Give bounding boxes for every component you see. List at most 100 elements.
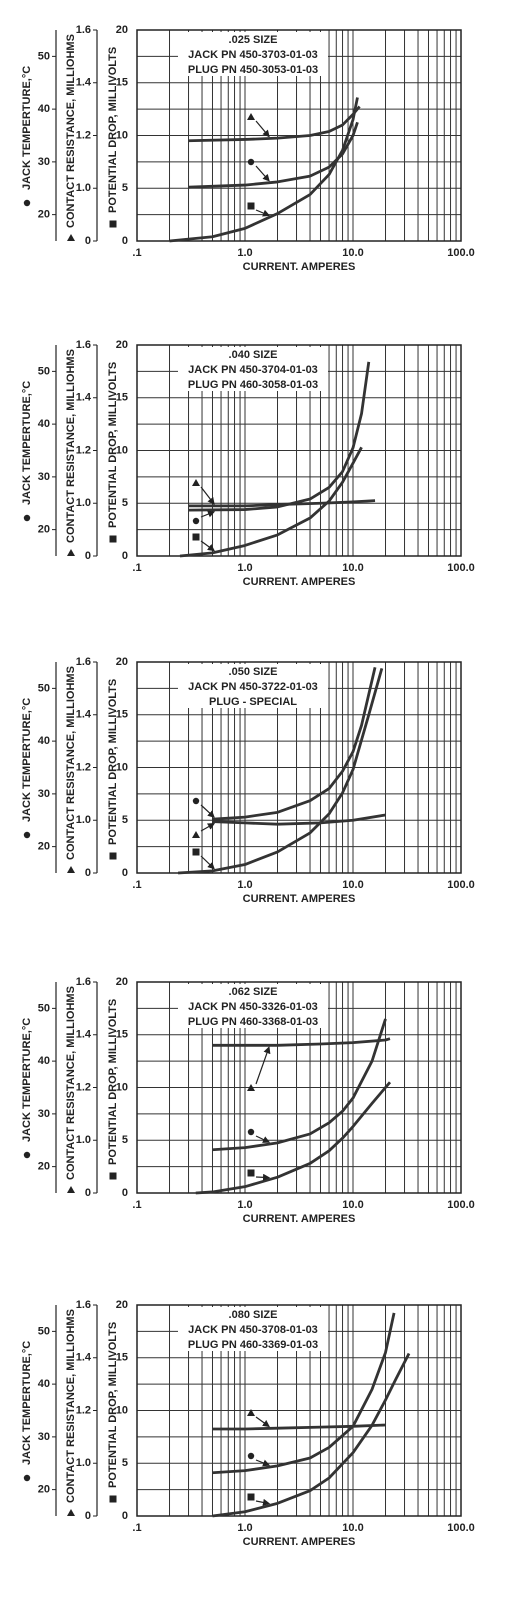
pointer-arrow <box>255 1416 270 1428</box>
axis-title: POTENTIAL DROP, MILLIVOLTS <box>107 47 119 213</box>
y-tick-label: 0 <box>122 550 128 562</box>
pointer-arrow <box>200 510 216 518</box>
pointer-arrow <box>255 209 271 217</box>
y-tick-label: 15 <box>116 1029 128 1041</box>
y3-tick-label: 20 <box>38 841 50 853</box>
axis-marker <box>23 831 31 839</box>
series-line <box>212 1352 411 1518</box>
axis-title: CONTACT RESISTANCE, MILLIOHMS <box>65 666 77 860</box>
y3-tick-label: 50 <box>38 1002 50 1014</box>
y-tick-label: 20 <box>116 656 128 668</box>
axis-marker <box>23 1151 31 1159</box>
chart-panel: .1 1.0 10.0 100.0 0 5 10 15 20 0 1.0 1.2 1.4 1.6 20 30 4… <box>21 339 475 588</box>
y2-tick-label: 1.0 <box>76 497 91 509</box>
axis-marker <box>109 1495 117 1503</box>
y2-tick-label: 1.2 <box>76 129 91 141</box>
annotation-box <box>178 1307 328 1351</box>
x-tick-label: .1 <box>132 1522 141 1534</box>
series-line <box>195 1081 392 1195</box>
y3-tick-label: 30 <box>38 156 50 168</box>
axis-title: POTENTIAL DROP, MILLIVOLTS <box>107 1322 119 1488</box>
axis-title: JACK TEMPERTURE,°C <box>21 66 33 190</box>
axis-marker <box>109 1172 117 1180</box>
y3-tick-label: 30 <box>38 1431 50 1443</box>
x-tick-label: 100.0 <box>447 879 475 891</box>
chart-panel: .1 1.0 10.0 100.0 0 5 10 15 20 0 1.0 1.2 1.4 1.6 20 30 4… <box>21 24 475 273</box>
pointer-arrow <box>200 804 215 818</box>
series-marker <box>247 158 255 166</box>
y-tick-label: 10 <box>116 1404 128 1416</box>
y2-tick-label: 1.0 <box>76 814 91 826</box>
series-marker <box>192 797 200 805</box>
axis-title: POTENTIAL DROP, MILLIVOLTS <box>107 679 119 845</box>
x-axis-title: CURRENT. AMPERES <box>243 261 356 273</box>
plot-frame <box>136 344 462 557</box>
series-line <box>212 1312 396 1475</box>
y-tick-label: 15 <box>116 392 128 404</box>
pointer-arrow <box>255 120 270 138</box>
axis-title: CONTACT RESISTANCE, MILLIOHMS <box>65 34 77 228</box>
series-line <box>212 666 377 821</box>
y-tick-label: 0 <box>122 235 128 247</box>
series-line <box>169 97 359 243</box>
x-tick-label: 10.0 <box>342 1199 363 1211</box>
annotation-text: PLUG PN 450-3053-01-03 <box>188 64 318 76</box>
pointer-arrow <box>200 823 216 832</box>
y-tick-label: 10 <box>116 761 128 773</box>
y2-tick-label: 1.2 <box>76 761 91 773</box>
x-tick-label: 1.0 <box>237 562 252 574</box>
series-line <box>212 813 386 826</box>
axis-title: CONTACT RESISTANCE, MILLIOHMS <box>65 1309 77 1503</box>
series-marker <box>247 1128 255 1136</box>
annotation-text: JACK PN 450-3722-01-03 <box>188 681 318 693</box>
pointer-arrow <box>255 1498 271 1506</box>
axis-title: CONTACT RESISTANCE, MILLIOHMS <box>65 986 77 1180</box>
series-line <box>212 1423 386 1431</box>
plot-frame <box>136 29 462 242</box>
series-marker <box>192 479 200 486</box>
y-tick-label: 0 <box>122 1510 128 1522</box>
axis-title: POTENTIAL DROP, MILLIVOLTS <box>107 362 119 528</box>
series-line <box>212 1037 391 1047</box>
x-axis-title: CURRENT. AMPERES <box>243 1536 356 1548</box>
x-tick-label: 10.0 <box>342 879 363 891</box>
annotation-text: JACK PN 450-3704-01-03 <box>188 364 318 376</box>
y2-tick-label: 0 <box>85 1187 91 1199</box>
y2-tick-label: 0 <box>85 867 91 879</box>
plot-frame <box>136 981 462 1194</box>
axis-marker <box>23 199 31 207</box>
y2-tick-label: 1.6 <box>76 339 91 351</box>
x-tick-label: .1 <box>132 247 141 259</box>
y2-tick-label: 1.4 <box>76 1029 92 1041</box>
y-tick-label: 5 <box>122 1134 128 1146</box>
series-line <box>188 361 371 512</box>
chart-panel: .1 1.0 10.0 100.0 0 5 10 15 20 0 1.0 1.2 1.4 1.6 20 30 4… <box>21 1299 475 1548</box>
axis-title: JACK TEMPERTURE,°C <box>21 698 33 822</box>
series-marker <box>192 517 200 525</box>
axis-title: CONTACT RESISTANCE, MILLIOHMS <box>65 349 77 543</box>
y2-tick-label: 1.6 <box>76 24 91 36</box>
y-tick-label: 20 <box>116 976 128 988</box>
series-marker <box>192 848 200 856</box>
annotation-box <box>178 32 328 76</box>
pointer-arrow <box>200 540 215 552</box>
axis-title: JACK TEMPERTURE,°C <box>21 1018 33 1142</box>
y3-tick-label: 20 <box>38 1161 50 1173</box>
y3-tick-label: 40 <box>38 418 50 430</box>
y-tick-label: 10 <box>116 444 128 456</box>
y-tick-label: 5 <box>122 1457 128 1469</box>
y3-tick-label: 50 <box>38 50 50 62</box>
series-line <box>188 121 359 189</box>
axis-marker <box>67 234 75 241</box>
x-tick-label: 10.0 <box>342 562 363 574</box>
series-marker <box>247 1169 255 1177</box>
annotation-text: .080 SIZE <box>229 1309 278 1321</box>
y3-tick-label: 20 <box>38 209 50 221</box>
x-tick-label: 10.0 <box>342 1522 363 1534</box>
series-marker <box>192 533 200 541</box>
y-tick-label: 15 <box>116 709 128 721</box>
x-tick-label: 1.0 <box>237 247 252 259</box>
x-tick-label: 100.0 <box>447 1199 475 1211</box>
x-tick-label: 10.0 <box>342 247 363 259</box>
x-axis-title: CURRENT. AMPERES <box>243 1213 356 1225</box>
